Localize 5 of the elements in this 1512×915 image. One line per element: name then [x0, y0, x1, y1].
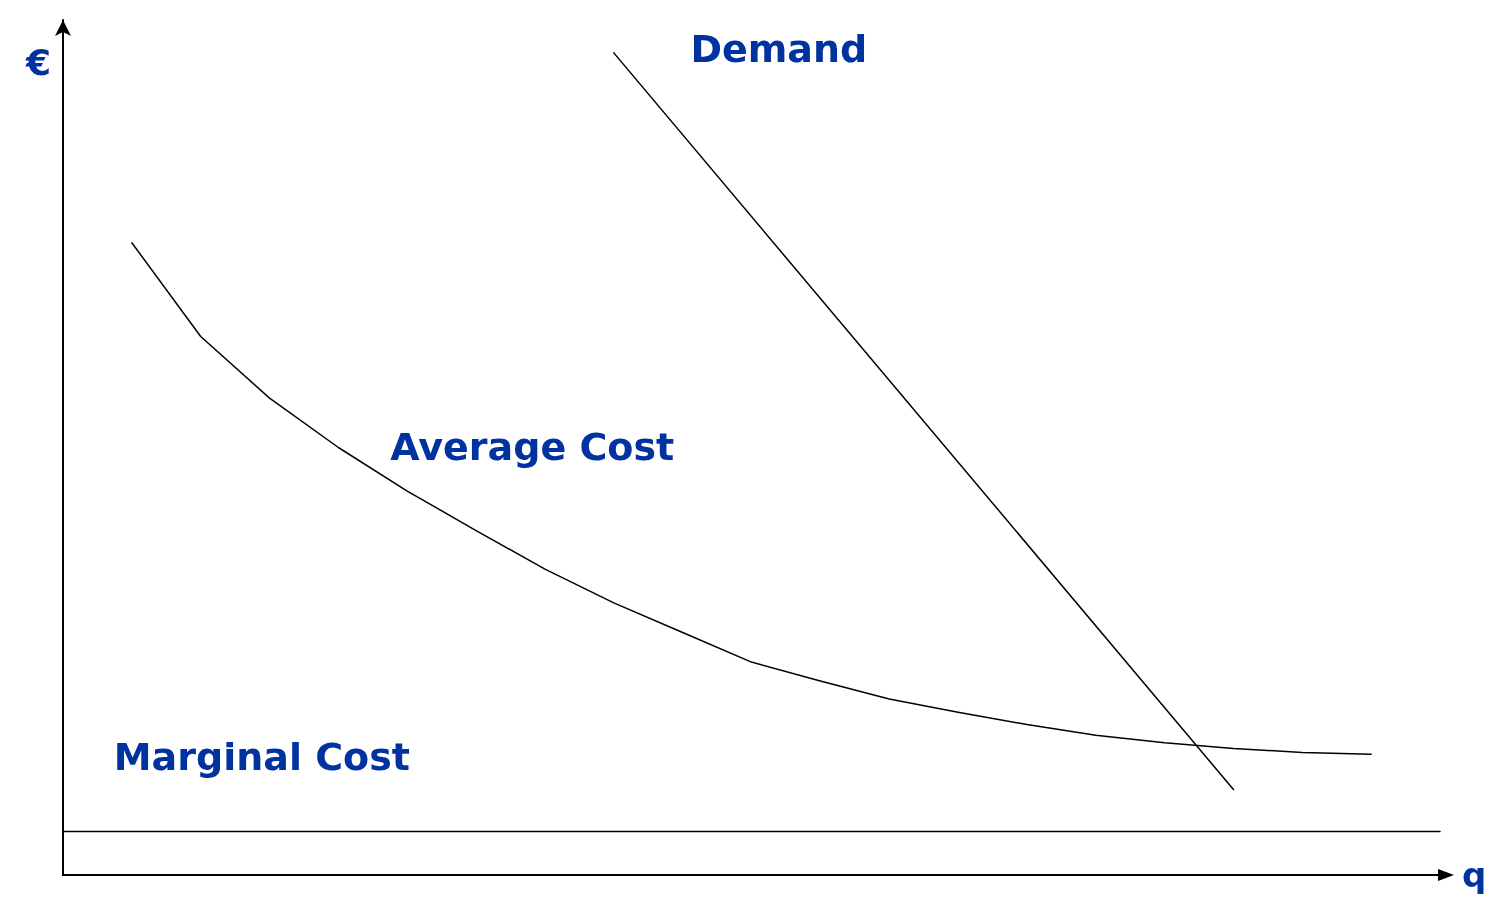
series-label: Demand — [690, 26, 868, 71]
x-axis-title: q — [1462, 855, 1487, 895]
y-axis-title: € — [24, 41, 51, 83]
series-label: Marginal Cost — [113, 735, 410, 780]
series-label: Average Cost — [390, 425, 675, 470]
